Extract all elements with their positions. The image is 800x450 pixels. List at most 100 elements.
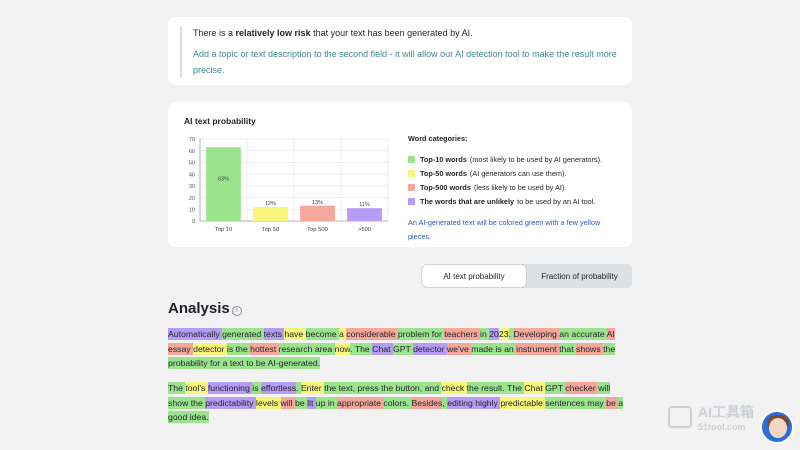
highlighted-word: an: [504, 342, 517, 355]
highlighted-word: the: [603, 342, 616, 355]
analysis-paragraph-2: The tool's functioning is effortless. En…: [168, 381, 630, 425]
legend-title: Word categories:: [408, 134, 468, 143]
highlighted-word: hottest: [250, 342, 279, 355]
view-toggle: AI text probability Fraction of probabil…: [421, 264, 632, 288]
highlighted-word: predictable: [500, 396, 546, 409]
legend-label: Top-10 words: [420, 154, 467, 164]
legend-desc: (less likely to be used by AI).: [473, 182, 567, 192]
highlighted-word: show: [168, 396, 191, 409]
highlighted-word: the: [190, 396, 206, 409]
probability-bar-chart: 0 10 20 30 40 50 60 70 63% Top 10 12% Top 50 13% Top …: [189, 137, 389, 233]
highlighted-word: Chat: [372, 342, 393, 355]
highlighted-word: research: [278, 342, 315, 355]
highlighted-word: is: [252, 382, 261, 394]
watermark: AI工具箱 51tool.com: [668, 400, 768, 440]
highlighted-word: The: [354, 342, 373, 355]
highlighted-word: Enter: [300, 382, 325, 394]
assistant-avatar[interactable]: [760, 410, 794, 444]
highlighted-word: for: [431, 328, 445, 340]
legend-label: The words that are unlikely: [420, 196, 515, 206]
highlighted-word: AI-generated.: [267, 357, 321, 369]
risk-statement: There is a relatively low risk that your…: [193, 28, 473, 38]
highlighted-word: AI: [606, 328, 615, 340]
highlighted-word: 20: [489, 328, 499, 340]
y-tick-label: 10: [189, 207, 195, 213]
highlighted-word: generated: [222, 328, 264, 340]
legend-item: Top-50 words (AI generators can use them)…: [408, 166, 623, 180]
highlighted-word: GPT: [392, 342, 414, 355]
bar: [253, 206, 288, 221]
highlighted-word: probability: [168, 357, 211, 369]
highlighted-word: for: [210, 357, 223, 369]
highlighted-word: text: [229, 357, 247, 369]
risk-prefix: There is a: [193, 28, 236, 38]
legend-desc: (AI generators can use them).: [469, 168, 567, 178]
highlighted-word: will: [280, 396, 296, 409]
highlighted-word: we've: [446, 342, 472, 355]
highlighted-word: the: [235, 342, 251, 355]
bar: [300, 205, 335, 221]
highlighted-word: ,: [419, 382, 425, 394]
highlighted-word: colors: [383, 396, 407, 409]
highlighted-word: The: [507, 382, 525, 394]
highlighted-word: predictability: [205, 396, 256, 409]
highlighted-word: teachers: [444, 328, 481, 340]
highlighted-word: be: [295, 396, 308, 409]
highlighted-word: in: [480, 328, 490, 340]
analysis-title: Analysis: [168, 300, 230, 317]
highlighted-word: levels: [255, 396, 281, 409]
highlighted-word: appropriate: [337, 396, 384, 409]
x-tick-label: >500: [358, 227, 371, 233]
bar-data-label: 13%: [312, 200, 323, 206]
info-icon[interactable]: i: [232, 306, 242, 316]
highlighted-word: in: [327, 396, 338, 409]
highlighted-word: result: [481, 382, 503, 394]
highlighted-word: essay: [168, 342, 194, 355]
highlighted-word: tool's: [185, 382, 208, 394]
highlighted-word: accurate: [571, 328, 607, 340]
highlighted-word: .: [406, 396, 412, 409]
highlighted-word: a: [618, 396, 624, 409]
highlighted-word: idea: [189, 411, 207, 423]
highlighted-word: become: [305, 328, 339, 340]
highlighted-word: Besides: [411, 396, 443, 409]
highlighted-word: .: [502, 382, 508, 394]
watermark-text: AI工具箱: [698, 404, 754, 420]
chart-card: AI text probability 0 10 20 30 40 50 60 70 63% To…: [168, 102, 632, 247]
risk-suffix: that your text has been generated by AI.: [310, 28, 473, 38]
highlighted-word: good: [168, 411, 190, 423]
highlighted-word: be: [255, 357, 268, 369]
highlighted-word: is: [226, 342, 236, 355]
legend-item: The words that are unlikely to be used by…: [408, 194, 623, 208]
highlighted-word: button: [395, 382, 420, 394]
legend-item: Top-10 words (most likely to be used by A…: [408, 152, 623, 166]
highlighted-word: checker: [565, 382, 599, 394]
tab-ai-text-probability[interactable]: AI text probability: [421, 264, 527, 288]
highlighted-word: highly: [475, 396, 501, 409]
x-tick-label: Top 10: [215, 227, 232, 233]
legend-desc: (most likely to be used by AI generators…: [469, 154, 603, 164]
highlighted-word: .: [296, 382, 301, 394]
x-tick-label: Top 500: [307, 227, 328, 233]
bar: [206, 147, 241, 221]
legend-item: Top-500 words (less likely to be used by …: [408, 180, 623, 194]
risk-summary-card: There is a relatively low risk that your…: [168, 17, 632, 85]
highlighted-word: a: [222, 357, 230, 369]
highlighted-word: text: [338, 382, 353, 394]
highlighted-word: is: [495, 342, 505, 355]
y-tick-label: 20: [189, 196, 195, 202]
highlighted-word: and: [424, 382, 442, 394]
legend-label: Top-50 words: [420, 168, 467, 178]
highlighted-word: up: [315, 396, 328, 409]
legend-swatch: [408, 155, 415, 163]
y-tick-label: 50: [189, 161, 195, 167]
highlighted-word: texts: [263, 328, 285, 340]
highlighted-word: may: [587, 396, 607, 409]
highlighted-word: instrument: [516, 342, 560, 355]
legend-label: Top-500 words: [420, 182, 471, 192]
bar-data-label: 63%: [218, 176, 229, 182]
quote-bar: [180, 27, 182, 77]
avatar-face: [769, 418, 787, 438]
highlighted-word: GPT: [545, 382, 566, 394]
tab-fraction-of-probability[interactable]: Fraction of probability: [541, 271, 618, 281]
